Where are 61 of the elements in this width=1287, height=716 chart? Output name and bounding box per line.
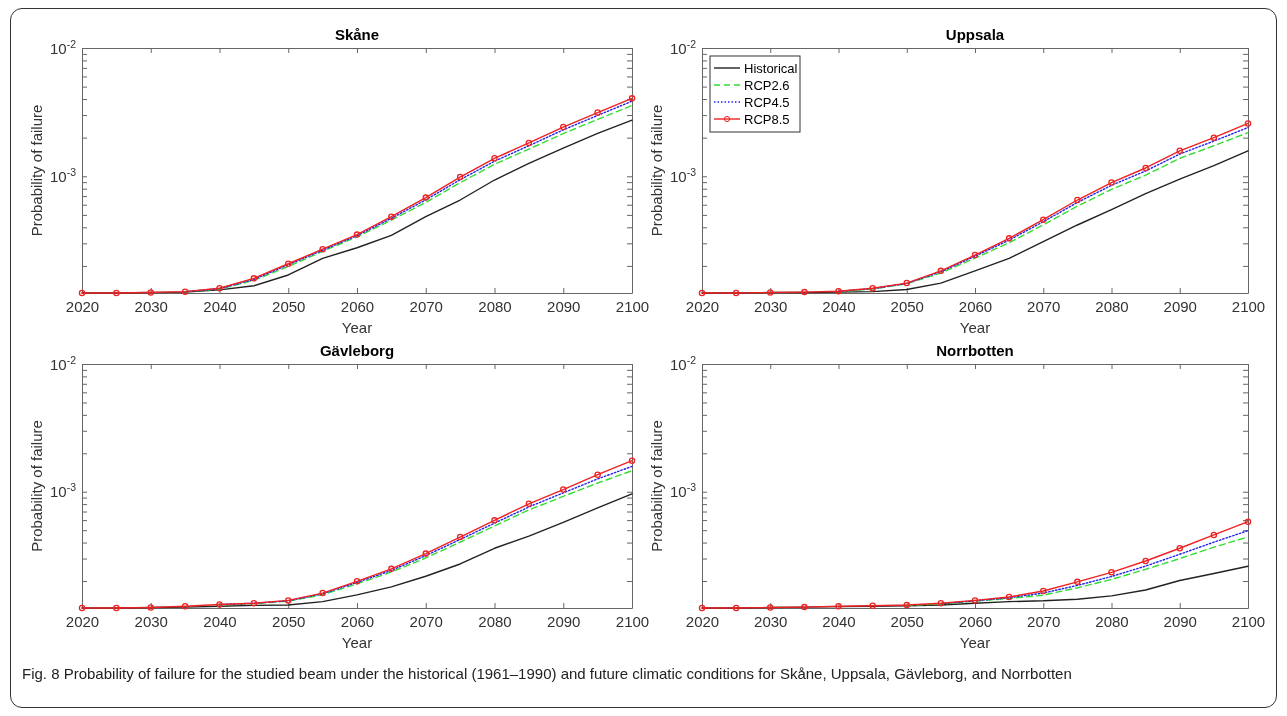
y-axis-title: Probability of failure bbox=[648, 420, 665, 552]
x-tick-label: 2030 bbox=[134, 612, 168, 630]
legend-label: Historical bbox=[744, 60, 798, 76]
x-tick-label: 2050 bbox=[272, 297, 306, 315]
x-tick-label: 2080 bbox=[478, 297, 512, 315]
x-tick-label: 2100 bbox=[615, 612, 650, 630]
x-tick-label: 2080 bbox=[1095, 612, 1129, 630]
y-tick-label: 10$^{-2}$ bbox=[669, 353, 697, 373]
x-tick-label: 2050 bbox=[890, 612, 924, 630]
x-tick-label: 2020 bbox=[685, 297, 720, 315]
x-tick-label: 2060 bbox=[340, 612, 375, 630]
x-tick-label: 2080 bbox=[478, 612, 512, 630]
y-axis-title: Probability of failure bbox=[648, 104, 665, 237]
y-tick-label: 10$^{-3}$ bbox=[669, 166, 697, 186]
x-tick-label: 2030 bbox=[754, 297, 788, 315]
x-tick-label: 2080 bbox=[1095, 297, 1129, 315]
x-tick-label: 2050 bbox=[272, 612, 306, 630]
chart-title: Uppsala bbox=[945, 26, 1005, 43]
legend-label: RCP2.6 bbox=[744, 77, 790, 93]
x-tick-label: 2100 bbox=[1231, 297, 1266, 315]
chart-title: Gävleborg bbox=[319, 342, 395, 359]
chart-title: Norrbotten bbox=[936, 342, 1014, 359]
x-tick-label: 2020 bbox=[65, 612, 100, 630]
x-tick-label: 2040 bbox=[822, 612, 856, 630]
x-tick-label: 2090 bbox=[547, 297, 581, 315]
y-tick-label: 10$^{-2}$ bbox=[49, 353, 77, 373]
x-tick-label: 2040 bbox=[822, 297, 856, 315]
x-axis-title: Year bbox=[341, 319, 373, 336]
x-tick-label: 2090 bbox=[1163, 297, 1197, 315]
x-tick-label: 2070 bbox=[409, 612, 443, 630]
x-tick-label: 2060 bbox=[958, 297, 993, 315]
y-tick-label: 10$^{-3}$ bbox=[49, 481, 77, 501]
x-tick-label: 2030 bbox=[754, 612, 788, 630]
x-tick-label: 2070 bbox=[409, 297, 443, 315]
x-tick-label: 2100 bbox=[615, 297, 650, 315]
y-tick-label: 10$^{-3}$ bbox=[669, 481, 697, 501]
legend-label: RCP8.5 bbox=[744, 111, 790, 127]
x-tick-label: 2090 bbox=[547, 612, 581, 630]
legend-label: RCP4.5 bbox=[744, 94, 790, 110]
y-tick-label: 10$^{-3}$ bbox=[49, 166, 77, 186]
x-tick-label: 2070 bbox=[1027, 612, 1061, 630]
x-axis-title: Year bbox=[959, 634, 991, 651]
x-tick-label: 2030 bbox=[134, 297, 168, 315]
x-tick-label: 2100 bbox=[1231, 612, 1266, 630]
x-axis-title: Year bbox=[959, 319, 991, 336]
x-tick-label: 2090 bbox=[1163, 612, 1197, 630]
x-axis-title: Year bbox=[341, 634, 373, 651]
x-tick-label: 2020 bbox=[65, 297, 100, 315]
x-tick-label: 2070 bbox=[1027, 297, 1061, 315]
x-tick-label: 2050 bbox=[890, 297, 924, 315]
chart-title: Skåne bbox=[334, 26, 380, 43]
x-tick-label: 2040 bbox=[203, 297, 237, 315]
x-tick-label: 2060 bbox=[958, 612, 993, 630]
x-tick-label: 2040 bbox=[203, 612, 237, 630]
x-tick-label: 2060 bbox=[340, 297, 375, 315]
y-tick-label: 10$^{-2}$ bbox=[669, 37, 697, 57]
x-tick-label: 2020 bbox=[685, 612, 720, 630]
y-axis-title: Probability of failure bbox=[28, 104, 45, 237]
y-axis-title: Probability of failure bbox=[28, 420, 45, 552]
y-tick-label: 10$^{-2}$ bbox=[49, 37, 77, 57]
caption: Fig. 8 Probability of failure for the studied beam under the historical (1961–1990) and future climatic conditions for Skåne, Uppsala, Gävleborg, and Norrbotten bbox=[22, 664, 1073, 684]
